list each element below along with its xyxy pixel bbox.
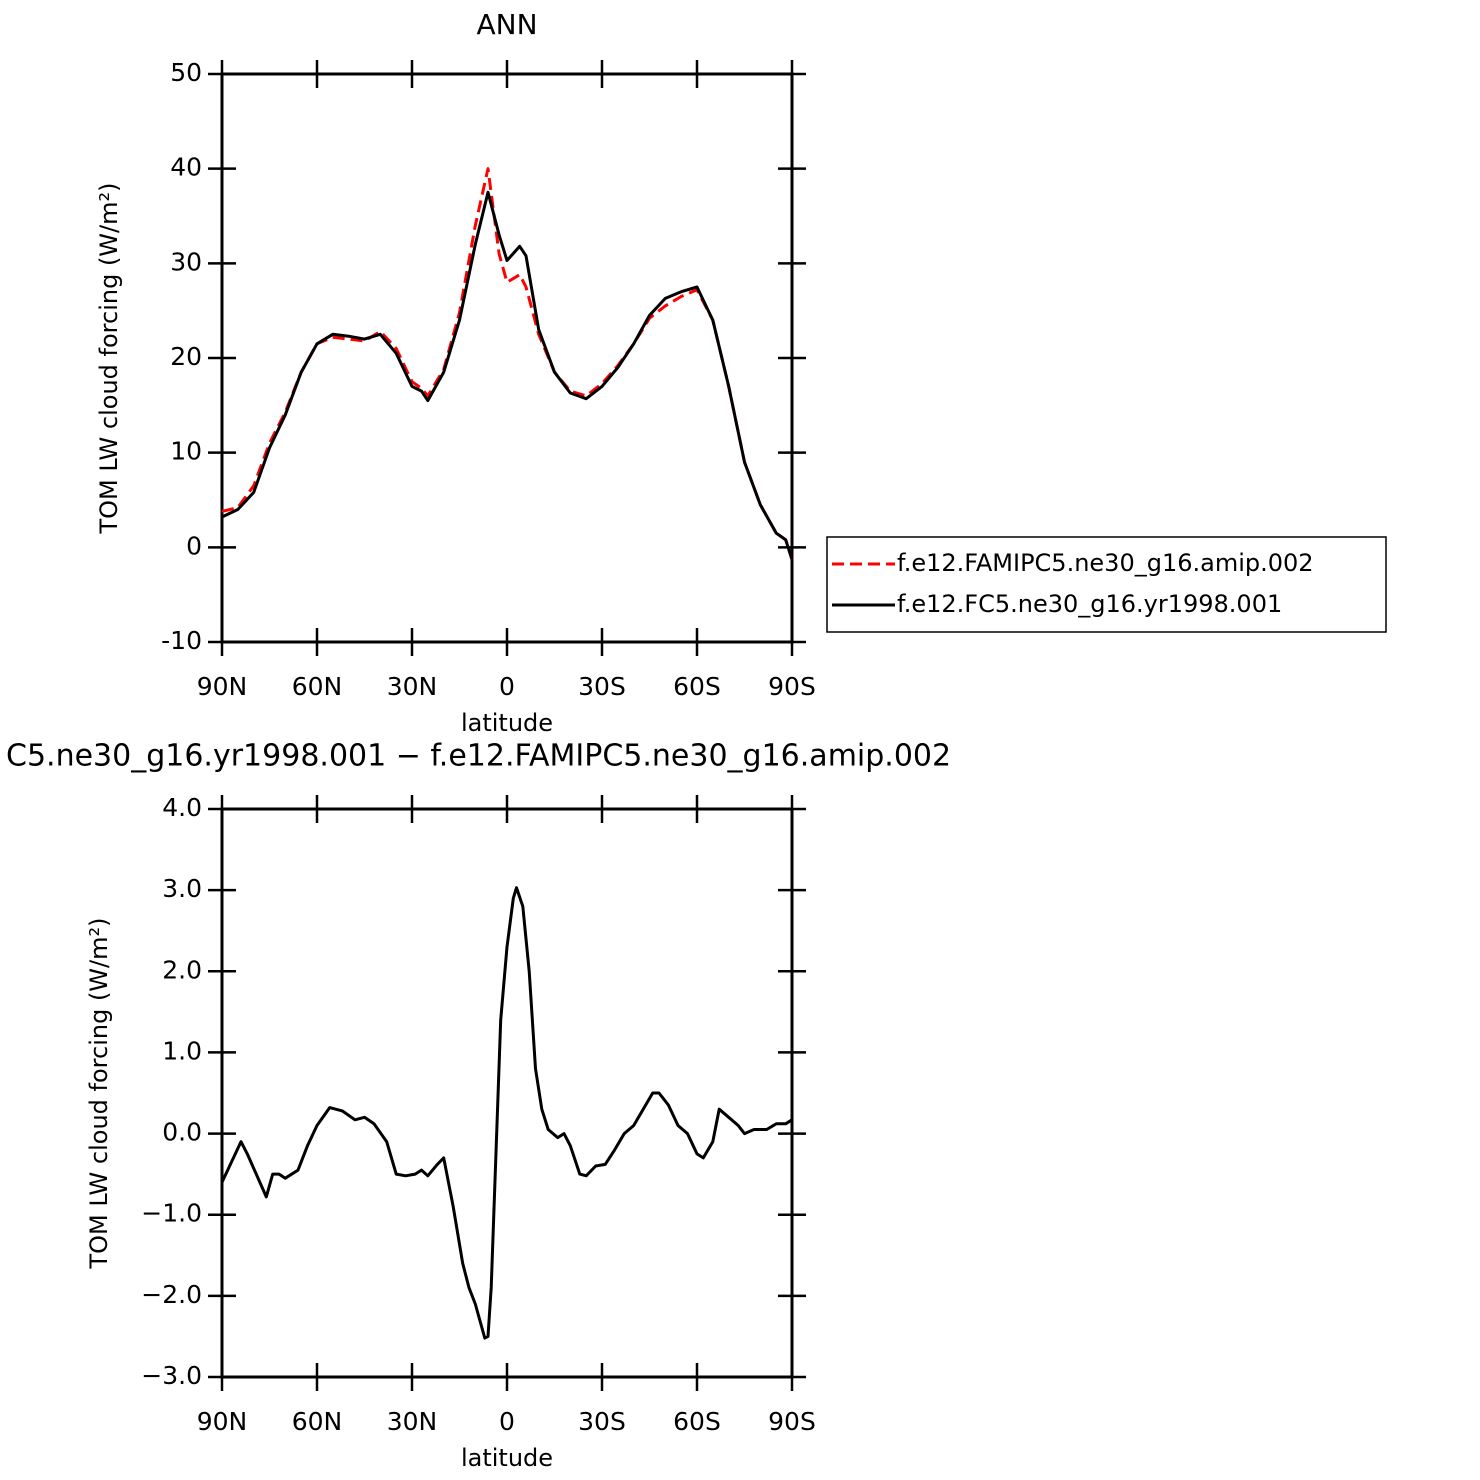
x-tick-label: 90S: [768, 672, 816, 701]
x-tick-label: 30N: [387, 672, 438, 701]
legend-box: [826, 536, 1387, 633]
legend-label: f.e12.FC5.ne30_g16.yr1998.001: [897, 590, 1282, 618]
y-tick-label: 2.0: [162, 955, 202, 984]
y-tick-label: 40: [170, 153, 202, 182]
x-tick-label: 30S: [578, 1407, 626, 1436]
y-tick-label: 0: [186, 531, 202, 560]
y-tick-label: 1.0: [162, 1036, 202, 1065]
y-tick-label: 30: [170, 247, 202, 276]
y-tick-label: −3.0: [141, 1361, 202, 1390]
y-tick-label: −2.0: [141, 1280, 202, 1309]
x-tick-label: 0: [499, 672, 515, 701]
x-tick-label: 90S: [768, 1407, 816, 1436]
data-line: [221, 167, 794, 561]
y-tick-label: −1.0: [141, 1199, 202, 1228]
data-line: [221, 190, 794, 561]
x-tick-label: 60N: [292, 672, 343, 701]
chart-title: ANN: [476, 8, 537, 41]
y-tick-label: 4.0: [162, 793, 202, 822]
y-tick-label: 50: [170, 58, 202, 87]
x-tick-label: 30N: [387, 1407, 438, 1436]
y-tick-label: 3.0: [162, 874, 202, 903]
x-axis-label: latitude: [461, 709, 553, 737]
x-axis-label: latitude: [461, 1444, 553, 1472]
y-axis-label: TOM LW cloud forcing (W/m²): [95, 183, 123, 535]
y-tick-label: 10: [170, 437, 202, 466]
x-tick-label: 90N: [197, 1407, 248, 1436]
x-tick-label: 60N: [292, 1407, 343, 1436]
x-tick-label: 30S: [578, 672, 626, 701]
y-axis-label: TOM LW cloud forcing (W/m²): [85, 918, 113, 1270]
y-tick-label: 0.0: [162, 1118, 202, 1147]
x-tick-label: 60S: [673, 1407, 721, 1436]
x-tick-label: 60S: [673, 672, 721, 701]
data-line: [220, 886, 793, 1340]
x-tick-label: 0: [499, 1407, 515, 1436]
legend-label: f.e12.FAMIPC5.ne30_g16.amip.002: [897, 549, 1314, 577]
x-tick-label: 90N: [197, 672, 248, 701]
plot-frame: [220, 807, 794, 1379]
y-tick-label: 20: [170, 342, 202, 371]
y-tick-label: -10: [161, 626, 202, 655]
chart-title: C5.ne30_g16.yr1998.001 − f.e12.FAMIPC5.n…: [6, 739, 951, 774]
